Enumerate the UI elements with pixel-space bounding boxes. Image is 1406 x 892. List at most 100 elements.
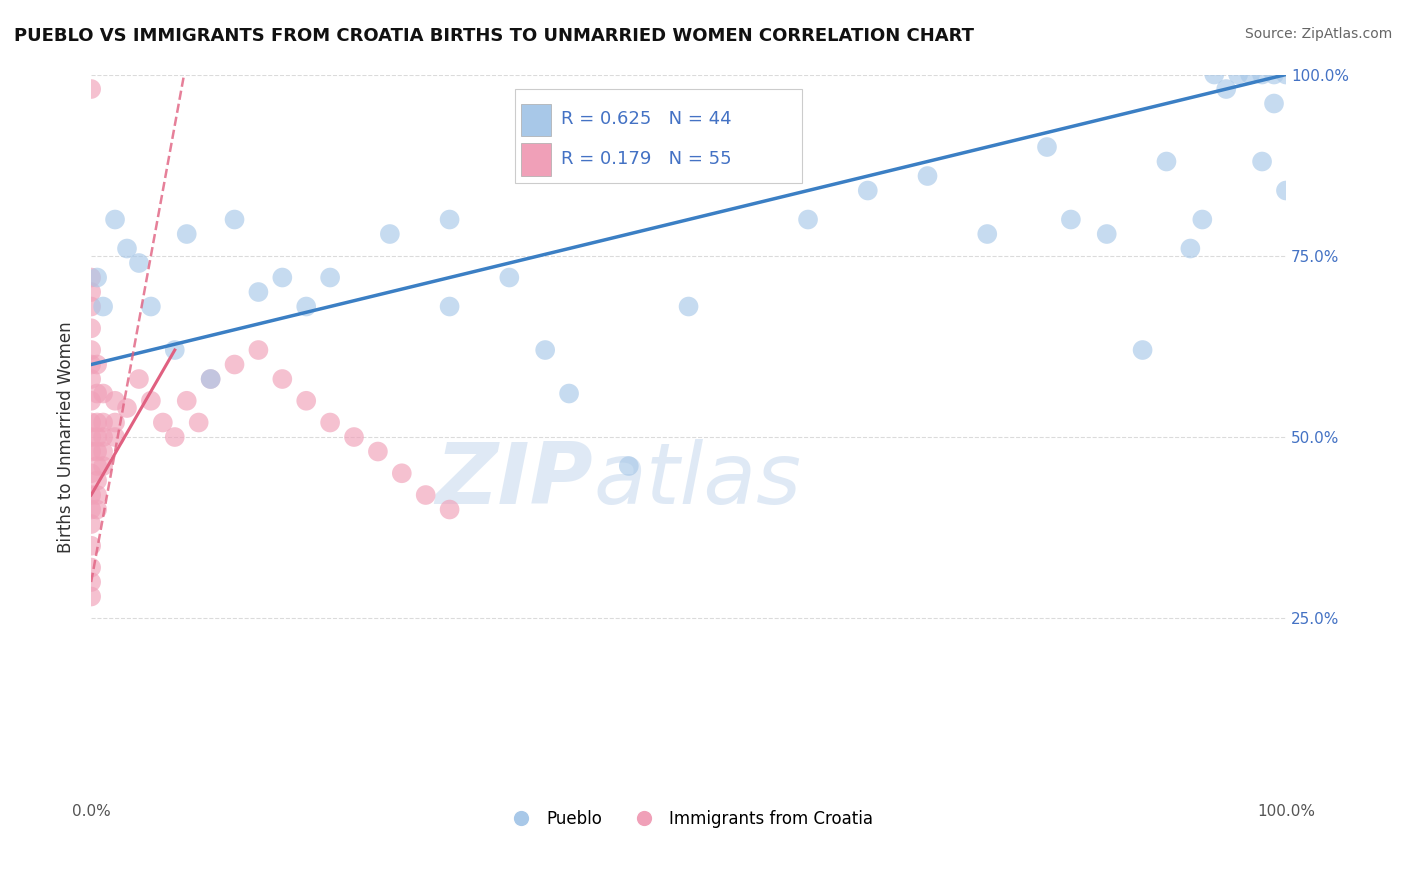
Point — [1060, 212, 1083, 227]
Point — [80, 372, 103, 386]
Point — [104, 416, 127, 430]
FancyBboxPatch shape — [516, 89, 801, 183]
Point — [319, 416, 342, 430]
Point — [200, 372, 222, 386]
Point — [1227, 68, 1250, 82]
Point — [1132, 343, 1154, 357]
Text: atlas: atlas — [593, 439, 801, 522]
Point — [187, 416, 209, 430]
Point — [247, 285, 270, 299]
Point — [80, 488, 103, 502]
Point — [200, 372, 222, 386]
Point — [917, 169, 939, 183]
Point — [378, 227, 401, 241]
Point — [1251, 154, 1274, 169]
Point — [1239, 68, 1261, 82]
Point — [91, 386, 114, 401]
Point — [1191, 212, 1213, 227]
Point — [115, 242, 138, 256]
Point — [1251, 68, 1274, 82]
Point — [1275, 68, 1298, 82]
Point — [139, 393, 162, 408]
Point — [91, 300, 114, 314]
Point — [295, 393, 318, 408]
Point — [343, 430, 366, 444]
Point — [271, 270, 294, 285]
Point — [104, 430, 127, 444]
Point — [439, 502, 461, 516]
Point — [86, 358, 108, 372]
Point — [856, 184, 879, 198]
Point — [86, 416, 108, 430]
Point — [86, 430, 108, 444]
Point — [271, 372, 294, 386]
Point — [534, 343, 557, 357]
Point — [80, 430, 103, 444]
Point — [80, 285, 103, 299]
Point — [737, 154, 759, 169]
Point — [86, 458, 108, 473]
Point — [80, 502, 103, 516]
Point — [224, 212, 246, 227]
Point — [176, 393, 198, 408]
Point — [1036, 140, 1059, 154]
Point — [86, 386, 108, 401]
Point — [80, 82, 103, 96]
Point — [498, 270, 520, 285]
Point — [80, 444, 103, 458]
Point — [91, 458, 114, 473]
Point — [80, 321, 103, 335]
Point — [247, 343, 270, 357]
Point — [91, 430, 114, 444]
Y-axis label: Births to Unmarried Women: Births to Unmarried Women — [58, 321, 75, 553]
Point — [295, 300, 318, 314]
Point — [80, 467, 103, 481]
Point — [86, 444, 108, 458]
Point — [86, 270, 108, 285]
Point — [104, 212, 127, 227]
Point — [80, 516, 103, 531]
Point — [86, 502, 108, 516]
Point — [1156, 154, 1178, 169]
Point — [115, 401, 138, 415]
Point — [80, 300, 103, 314]
Point — [1215, 82, 1237, 96]
Point — [139, 300, 162, 314]
Point — [80, 358, 103, 372]
Point — [439, 300, 461, 314]
Point — [415, 488, 437, 502]
Point — [86, 488, 108, 502]
Point — [163, 343, 186, 357]
Point — [678, 300, 700, 314]
Point — [104, 393, 127, 408]
Point — [1180, 242, 1202, 256]
Bar — [522, 144, 551, 176]
Point — [152, 416, 174, 430]
Point — [80, 416, 103, 430]
Text: R = 0.625   N = 44: R = 0.625 N = 44 — [561, 111, 731, 128]
Point — [1204, 68, 1226, 82]
Point — [319, 270, 342, 285]
Point — [128, 372, 150, 386]
Point — [439, 212, 461, 227]
Point — [1263, 68, 1285, 82]
Point — [558, 386, 581, 401]
Point — [80, 343, 103, 357]
Point — [797, 212, 820, 227]
Point — [80, 590, 103, 604]
Point — [176, 227, 198, 241]
Point — [976, 227, 998, 241]
Text: Source: ZipAtlas.com: Source: ZipAtlas.com — [1244, 27, 1392, 41]
Point — [391, 467, 413, 481]
Point — [367, 444, 389, 458]
Point — [617, 458, 640, 473]
Bar — [522, 103, 551, 136]
Legend: Pueblo, Immigrants from Croatia: Pueblo, Immigrants from Croatia — [498, 804, 879, 835]
Point — [1095, 227, 1118, 241]
Point — [91, 416, 114, 430]
Text: PUEBLO VS IMMIGRANTS FROM CROATIA BIRTHS TO UNMARRIED WOMEN CORRELATION CHART: PUEBLO VS IMMIGRANTS FROM CROATIA BIRTHS… — [14, 27, 974, 45]
Point — [163, 430, 186, 444]
Point — [80, 560, 103, 574]
Point — [80, 270, 103, 285]
Point — [1263, 96, 1285, 111]
